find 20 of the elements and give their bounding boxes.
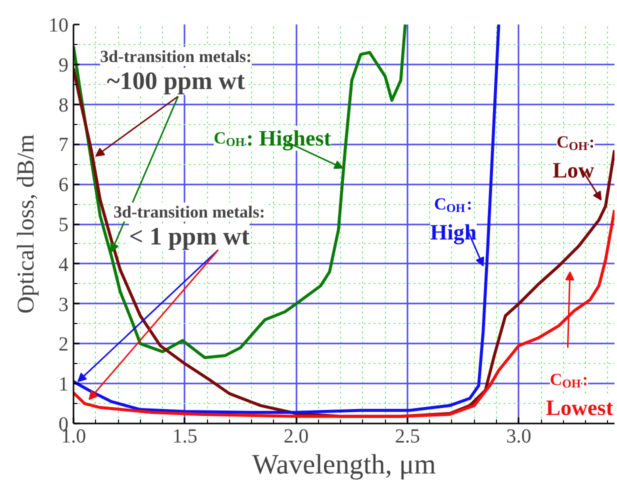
y-tick-label: 6 [58, 174, 68, 196]
x-tick-label: 1.5 [172, 426, 198, 448]
y-tick-label: 10 [48, 14, 68, 36]
y-tick-label: 8 [58, 94, 68, 116]
y-axis-title: Optical loss, dB/m [14, 134, 40, 314]
y-tick-label: 1 [58, 374, 68, 396]
line-series [74, 24, 407, 360]
y-tick-label: 9 [58, 54, 68, 76]
x-tick-label: 2.0 [284, 426, 309, 448]
annotation: 3d-transition metals: ~100 ppm wt [100, 46, 252, 95]
y-tick-label: 4 [58, 254, 68, 276]
x-tick-label: 3.0 [506, 426, 532, 448]
y-tick-label: 3 [58, 294, 68, 316]
y-tick-label: 2 [58, 334, 68, 356]
line-series [74, 24, 500, 414]
x-axis-title: Wavelength, μm [252, 450, 436, 480]
x-tick-label: 2.5 [394, 426, 420, 448]
y-tick-label: 5 [58, 214, 68, 236]
annotation: 3d-transition metals: < 1 ppm wt [113, 202, 266, 251]
y-tick-label: 7 [58, 134, 68, 156]
